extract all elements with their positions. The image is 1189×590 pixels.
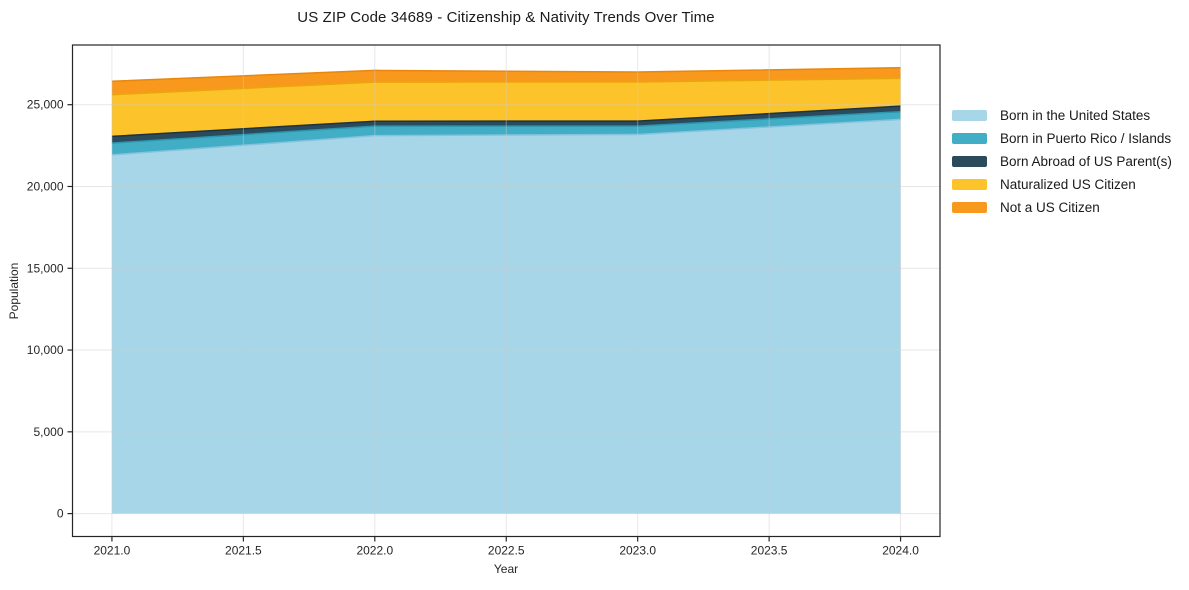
x-tick-label: 2022.0: [356, 544, 393, 558]
legend-swatch: [952, 179, 987, 190]
x-tick-label: 2021.5: [225, 544, 262, 558]
legend-swatch: [952, 110, 987, 121]
x-tick-label: 2023.0: [619, 544, 656, 558]
x-tick-label: 2021.0: [94, 544, 131, 558]
area-series-not-a-us-citizen: [111, 67, 901, 95]
area-series-born-in-the-united-states: [111, 119, 901, 514]
legend-item-not-a-us-citizen: Not a US Citizen: [952, 196, 1172, 219]
legend-label: Born Abroad of US Parent(s): [1000, 154, 1172, 169]
series-top-edge-born-in-the-united-states: [111, 118, 901, 156]
legend-swatch: [952, 156, 987, 167]
legend-label: Naturalized US Citizen: [1000, 177, 1136, 192]
chart-title: US ZIP Code 34689 - Citizenship & Nativi…: [297, 9, 715, 26]
legend-swatch: [952, 202, 987, 213]
legend-item-born-abroad-of-us-parent-s: Born Abroad of US Parent(s): [952, 150, 1172, 173]
y-tick-label: 25,000: [27, 98, 64, 112]
series-top-edge-naturalized-us-citizen: [111, 77, 901, 96]
legend-label: Born in Puerto Rico / Islands: [1000, 131, 1172, 146]
legend-label: Born in the United States: [1000, 108, 1151, 123]
x-axis-label: Year: [493, 562, 519, 576]
legend: Born in the United States Born in Puerto …: [952, 104, 1172, 219]
y-tick-label: 10,000: [27, 343, 64, 357]
legend-item-naturalized-us-citizen: Naturalized US Citizen: [952, 173, 1172, 196]
y-tick-label: 5,000: [33, 425, 63, 439]
x-tick-label: 2023.5: [751, 544, 788, 558]
series-top-edge-not-a-us-citizen: [111, 66, 901, 83]
area-series-born-abroad-of-us-parent-s: [111, 106, 901, 144]
series-top-edge-born-in-puerto-rico-islands: [111, 110, 901, 144]
legend-label: Not a US Citizen: [1000, 200, 1100, 215]
x-tick-label: 2024.0: [882, 544, 919, 558]
y-axis-label: Population: [7, 262, 21, 320]
legend-item-born-in-puerto-rico-islands: Born in Puerto Rico / Islands: [952, 127, 1172, 150]
x-tick-label: 2022.5: [488, 544, 525, 558]
y-tick-label: 20,000: [27, 179, 64, 193]
y-tick-label: 15,000: [27, 261, 64, 275]
area-series-naturalized-us-citizen: [111, 78, 901, 137]
legend-swatch: [952, 133, 987, 144]
series-top-edge-born-abroad-of-us-parent-s: [111, 105, 901, 138]
legend-item-born-in-the-united-states: Born in the United States: [952, 104, 1172, 127]
y-tick-label: 0: [57, 507, 64, 521]
